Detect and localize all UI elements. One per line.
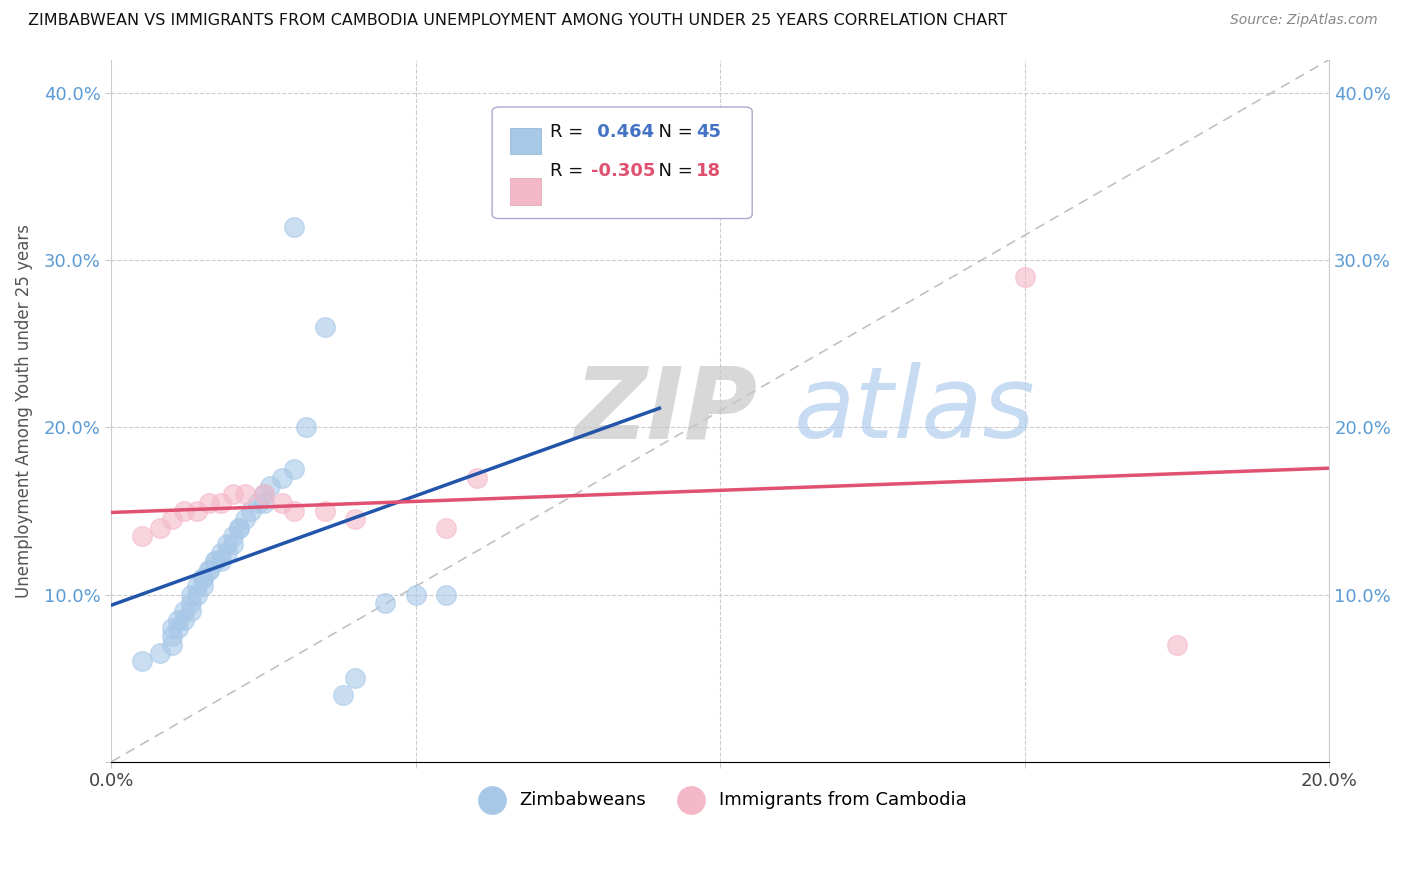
Point (191, 571, 214, 585)
Text: atlas: atlas (793, 362, 1035, 459)
Point (209, 495, 232, 509)
Point (314, 320, 336, 334)
Text: R =: R = (550, 123, 589, 141)
Point (222, 537, 245, 551)
Point (253, 487, 276, 501)
Point (283, 504, 305, 518)
Point (332, 688, 354, 702)
Point (173, 504, 195, 518)
Point (173, 604, 195, 618)
Point (186, 504, 208, 518)
Point (271, 495, 294, 509)
Point (131, 655, 153, 669)
Text: ZIP: ZIP (574, 362, 758, 459)
Text: 45: 45 (696, 123, 721, 141)
Point (162, 629, 184, 643)
Point (149, 646, 172, 660)
Point (235, 487, 257, 501)
Point (283, 462, 305, 476)
Point (253, 495, 276, 509)
Text: R =: R = (550, 162, 589, 180)
Point (162, 512, 184, 526)
Text: ZIMBABWEAN VS IMMIGRANTS FROM CAMBODIA UNEMPLOYMENT AMONG YOUTH UNDER 25 YEARS C: ZIMBABWEAN VS IMMIGRANTS FROM CAMBODIA U… (28, 13, 1007, 29)
Point (209, 546, 232, 560)
Point (434, 521, 457, 535)
Point (465, 470, 488, 484)
Point (209, 554, 232, 568)
Point (1166, 638, 1188, 652)
Point (228, 521, 250, 535)
Point (246, 495, 269, 509)
Point (343, 671, 366, 685)
Point (167, 621, 190, 635)
Point (314, 504, 336, 518)
Point (131, 529, 153, 543)
Point (235, 512, 257, 526)
Point (259, 479, 281, 493)
Point (240, 504, 263, 518)
Point (198, 495, 221, 509)
Point (217, 537, 239, 551)
Text: 0.464: 0.464 (591, 123, 654, 141)
Point (180, 588, 202, 602)
Point (180, 596, 202, 610)
Point (405, 588, 427, 602)
Point (295, 420, 318, 434)
Point (1014, 269, 1036, 284)
Point (343, 512, 366, 526)
Point (167, 613, 190, 627)
Point (198, 562, 221, 576)
Point (222, 529, 245, 543)
Point (283, 219, 305, 234)
Point (228, 521, 250, 535)
Point (204, 554, 226, 568)
Legend: Zimbabweans, Immigrants from Cambodia: Zimbabweans, Immigrants from Cambodia (467, 783, 973, 816)
Point (149, 521, 172, 535)
Point (434, 588, 457, 602)
Text: N =: N = (647, 162, 699, 180)
Point (180, 604, 202, 618)
Point (253, 487, 276, 501)
Point (198, 562, 221, 576)
Point (162, 638, 184, 652)
Point (191, 579, 214, 593)
Y-axis label: Unemployment Among Youth under 25 years: Unemployment Among Youth under 25 years (15, 224, 32, 598)
Point (173, 613, 195, 627)
Point (162, 621, 184, 635)
Point (374, 596, 396, 610)
Text: 18: 18 (696, 162, 721, 180)
Point (186, 579, 208, 593)
Text: Source: ZipAtlas.com: Source: ZipAtlas.com (1230, 13, 1378, 28)
Point (222, 487, 245, 501)
Point (204, 554, 226, 568)
Point (217, 546, 239, 560)
Text: -0.305: -0.305 (591, 162, 655, 180)
Point (191, 571, 214, 585)
Point (186, 588, 208, 602)
Point (271, 470, 294, 484)
Text: N =: N = (647, 123, 699, 141)
